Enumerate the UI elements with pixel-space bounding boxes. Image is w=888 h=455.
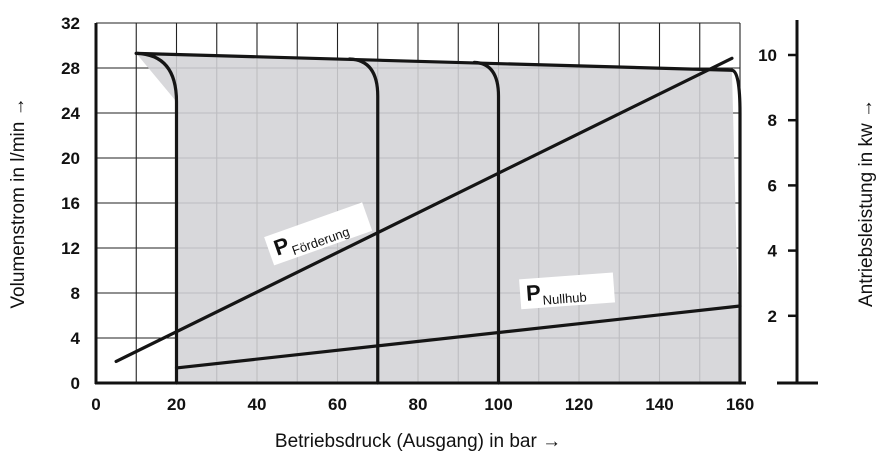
axes (94, 20, 818, 385)
x-tick-label: 80 (409, 395, 428, 414)
curve-label-sub: Nullhub (542, 289, 587, 307)
series-cutoff-160 (730, 68, 742, 385)
series-cutoff-70 (347, 57, 380, 385)
x-tick-label: 40 (248, 395, 267, 414)
x-tick-label: 20 (167, 395, 186, 414)
x-tick-label: 140 (645, 395, 673, 414)
x-tick-label: 100 (484, 395, 512, 414)
curve-label-backdrop (264, 202, 373, 266)
y-left-tick-label: 24 (61, 104, 80, 123)
y-left-tick-label: 8 (71, 284, 80, 303)
y-left-tick-label: 28 (61, 59, 80, 78)
y-right-tick-label: 4 (768, 242, 778, 261)
curve-label-2: P Nullhub (519, 272, 616, 310)
series-power-delivery (114, 56, 734, 364)
y-left-tick-label: 16 (61, 194, 80, 213)
series-cutoff-20 (134, 51, 179, 385)
y-left-tick-label: 32 (61, 14, 80, 33)
series-cutoff-100 (472, 60, 501, 385)
curve-label-backdrop (519, 272, 616, 310)
y-left-tick-label: 0 (71, 374, 80, 393)
x-tick-label: 0 (91, 395, 100, 414)
shaded-envelope (136, 53, 740, 383)
series-lines (114, 51, 742, 385)
y-axis-right-title: Antriebsleistung in kw → (856, 99, 877, 307)
y-left-tick-label: 4 (71, 329, 81, 348)
series-power-idle (174, 304, 742, 370)
x-tick-label: 160 (726, 395, 754, 414)
x-tick-label: 60 (328, 395, 347, 414)
y-axis-left-title: Volumenstrom in l/min → (8, 97, 29, 308)
y-left-tick-label: 20 (61, 149, 80, 168)
y-left-tick-label: 12 (61, 239, 80, 258)
y-right-tick-label: 10 (758, 46, 777, 65)
y-right-tick-label: 2 (768, 307, 777, 326)
y-right-tick-label: 6 (768, 176, 777, 195)
x-tick-label: 120 (565, 395, 593, 414)
series-flow-envelope (134, 51, 734, 72)
y-right-tick-label: 8 (768, 111, 777, 130)
tick-labels: 0 20 40 60 80 100 120 140 1600481216202428322468… (8, 14, 877, 452)
shaded-region (136, 53, 740, 383)
x-axis-title: Betriebsdruck (Ausgang) in bar → (275, 431, 561, 452)
curve-label-main: P (525, 280, 541, 306)
